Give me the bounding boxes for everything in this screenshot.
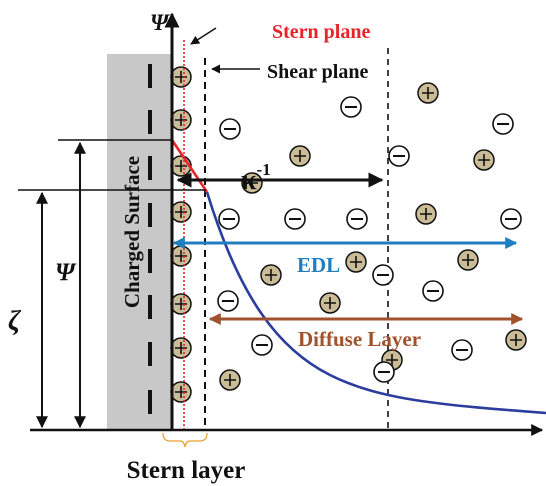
stern-layer-bracket xyxy=(162,432,208,448)
psi-axis-label: Ψ xyxy=(150,10,170,35)
charged-surface-label: Charged Surface xyxy=(120,156,144,308)
debye-length-label: κ-1 xyxy=(241,160,271,196)
charged-surface xyxy=(107,54,171,430)
anions xyxy=(217,96,522,383)
diffuse-layer-label: Diffuse Layer xyxy=(298,327,421,351)
stern-layer-cation-signs xyxy=(175,71,187,398)
stern-plane-label: Stern plane xyxy=(272,21,370,43)
shear-plane-label: Shear plane xyxy=(267,61,368,83)
stern-plane-pointer xyxy=(190,27,217,45)
edl-label: EDL xyxy=(297,253,340,277)
stern-layer-label: Stern layer xyxy=(127,457,246,484)
zeta-dimension-label: ζ xyxy=(8,306,22,337)
anion-signs xyxy=(222,106,517,373)
psi-dimension-label: Ψ xyxy=(55,259,77,286)
diffuse-potential-curve xyxy=(205,191,546,415)
